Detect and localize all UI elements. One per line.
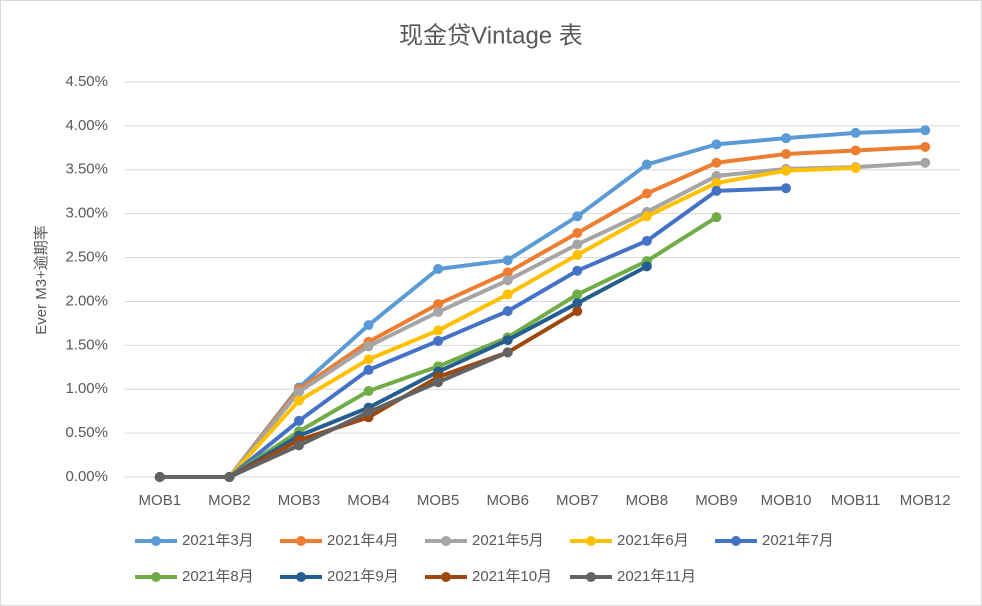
legend-label: 2021年9月 — [327, 568, 399, 585]
legend-label: 2021年8月 — [182, 568, 254, 585]
x-tick-label: MOB4 — [347, 492, 390, 509]
data-point — [502, 267, 513, 278]
x-tick-label: MOB12 — [900, 492, 951, 509]
data-point — [502, 275, 513, 286]
x-tick-label: MOB7 — [556, 492, 599, 509]
data-point — [641, 261, 652, 272]
legend-marker — [441, 536, 451, 546]
y-tick-label: 3.00% — [65, 205, 108, 222]
data-point — [433, 263, 444, 274]
data-point — [572, 289, 583, 300]
legend-marker — [586, 572, 596, 582]
data-point — [781, 183, 792, 194]
data-point — [502, 255, 513, 266]
x-tick-label: MOB2 — [208, 492, 251, 509]
data-point — [641, 211, 652, 222]
data-point — [572, 227, 583, 238]
y-tick-label: 4.00% — [65, 117, 108, 134]
x-tick-label: MOB11 — [831, 492, 881, 509]
data-point — [572, 265, 583, 276]
data-point — [572, 249, 583, 260]
x-tick-label: MOB10 — [761, 492, 812, 509]
y-axis-label: Ever M3+逾期率 — [33, 225, 50, 335]
data-point — [572, 211, 583, 222]
data-point — [711, 212, 722, 223]
data-point — [433, 377, 444, 388]
data-point — [641, 159, 652, 170]
data-point — [293, 386, 304, 397]
legend-marker — [151, 536, 161, 546]
data-point — [502, 289, 513, 300]
series-line — [159, 350, 509, 479]
data-point — [641, 235, 652, 246]
legend-marker — [731, 536, 741, 546]
legend-marker — [586, 536, 596, 546]
data-point — [293, 415, 304, 426]
legend-label: 2021年6月 — [617, 532, 689, 549]
chart-title: 现金贷Vintage 表 — [399, 22, 583, 49]
data-point — [433, 299, 444, 310]
data-point — [920, 125, 931, 136]
data-point — [572, 298, 583, 309]
data-point — [363, 364, 374, 375]
data-point — [850, 127, 861, 138]
x-tick-label: MOB5 — [417, 492, 460, 509]
data-point — [711, 177, 722, 188]
data-point — [363, 385, 374, 396]
data-point — [293, 395, 304, 406]
y-tick-label: 4.50% — [65, 73, 108, 90]
legend-marker — [296, 536, 306, 546]
data-point — [154, 472, 165, 482]
data-point — [433, 335, 444, 346]
data-point — [363, 354, 374, 365]
data-point — [850, 163, 861, 174]
data-point — [363, 407, 374, 418]
data-point — [502, 306, 513, 317]
legend-marker — [151, 572, 161, 582]
x-tick-label: MOB9 — [695, 492, 738, 509]
data-point — [363, 341, 374, 352]
data-point — [920, 157, 931, 168]
y-tick-label: 1.50% — [65, 336, 108, 353]
data-point — [850, 145, 861, 156]
y-tick-label: 2.00% — [65, 292, 108, 309]
data-point — [711, 157, 722, 168]
legend-label: 2021年5月 — [472, 532, 544, 549]
legend-label: 2021年3月 — [182, 532, 254, 549]
data-point — [572, 306, 583, 317]
data-point — [641, 188, 652, 199]
data-point — [502, 347, 513, 358]
data-point — [920, 141, 931, 152]
legend-marker — [296, 572, 306, 582]
data-point — [433, 306, 444, 317]
data-point — [781, 133, 792, 144]
x-tick-label: MOB3 — [278, 492, 321, 509]
data-point — [781, 165, 792, 176]
data-point — [224, 472, 235, 482]
y-tick-label: 0.50% — [65, 424, 108, 441]
data-point — [711, 185, 722, 196]
data-point — [711, 170, 722, 181]
legend-marker — [441, 572, 451, 582]
x-tick-label: MOB6 — [486, 492, 529, 509]
data-point — [433, 325, 444, 336]
data-point — [711, 139, 722, 150]
legend-label: 2021年10月 — [472, 568, 552, 585]
y-tick-label: 0.00% — [65, 468, 108, 485]
data-point — [363, 320, 374, 331]
data-point — [293, 440, 304, 451]
y-tick-label: 3.50% — [65, 161, 108, 178]
x-tick-label: MOB8 — [626, 492, 669, 509]
data-point — [781, 148, 792, 159]
legend-label: 2021年11月 — [617, 568, 696, 585]
y-tick-label: 1.00% — [65, 380, 108, 397]
y-tick-label: 2.50% — [65, 249, 108, 266]
data-point — [572, 239, 583, 250]
legend-label: 2021年7月 — [762, 532, 834, 549]
data-point — [502, 335, 513, 346]
series-line — [159, 186, 787, 479]
legend-label: 2021年4月 — [327, 532, 399, 549]
x-tick-label: MOB1 — [139, 492, 182, 509]
